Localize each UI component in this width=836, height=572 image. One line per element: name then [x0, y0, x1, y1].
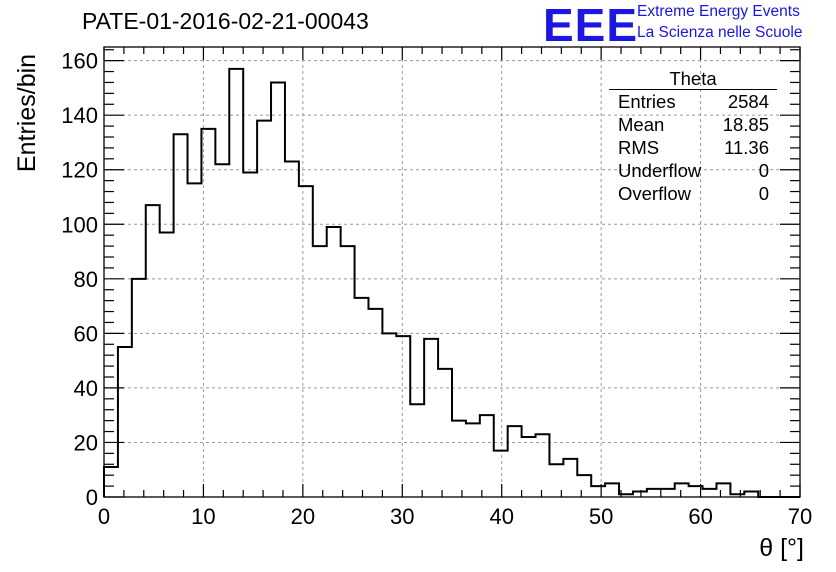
x-tick-label: 30 [390, 504, 414, 529]
histogram-bin [466, 423, 480, 497]
histogram-bin [396, 336, 410, 497]
x-tick-label: 20 [291, 504, 315, 529]
histogram-bin [703, 489, 717, 497]
y-tick-label: 20 [74, 430, 98, 455]
histogram-bin [327, 227, 341, 497]
x-tick-label: 10 [191, 504, 215, 529]
stats-value: 0 [758, 183, 769, 204]
histogram-bin [257, 121, 271, 497]
histogram-bin [132, 279, 146, 497]
histogram-bin [605, 483, 619, 497]
stats-row-entries: Entries 2584 [609, 90, 777, 113]
histogram-bin [118, 347, 132, 497]
y-tick-label: 0 [86, 485, 98, 510]
y-tick-label: 80 [74, 267, 98, 292]
histogram-bin [410, 404, 424, 497]
y-tick-label: 60 [74, 321, 98, 346]
x-tick-label: 70 [788, 504, 812, 529]
histogram-bin [215, 164, 229, 497]
histogram-bin [675, 483, 689, 497]
x-tick-label: 0 [98, 504, 110, 529]
histogram-bin [716, 483, 730, 497]
stats-row-rms: RMS 11.36 [609, 136, 777, 159]
y-tick-label: 100 [61, 212, 98, 237]
plot-frame [103, 46, 801, 498]
x-tick-label: 50 [589, 504, 613, 529]
histogram-bin [494, 451, 508, 497]
histogram-outline [103, 67, 800, 498]
histogram-bin [104, 467, 118, 497]
histogram-bin [577, 475, 591, 497]
stats-label: Mean [618, 114, 665, 135]
histogram-bin [243, 172, 257, 497]
x-axis-label: θ [°] [759, 534, 804, 562]
histogram-bin [341, 246, 355, 497]
stats-title: Theta [609, 68, 777, 90]
stats-row-mean: Mean 18.85 [609, 113, 777, 136]
stats-row-overflow: Overflow 0 [609, 182, 777, 205]
y-tick-label: 140 [61, 103, 98, 128]
x-tick-label: 40 [489, 504, 513, 529]
histogram-bin [508, 426, 522, 497]
y-tick-label: 40 [74, 376, 98, 401]
chart-title: PATE-01-2016-02-21-00043 [82, 8, 369, 34]
histogram-bin [285, 162, 299, 497]
histogram-bin [563, 459, 577, 497]
histogram-bin [452, 421, 466, 497]
stats-value: 0 [758, 160, 769, 181]
histogram-bin [229, 69, 243, 497]
histogram-bin [271, 82, 285, 497]
x-tick-label: 60 [688, 504, 712, 529]
histogram-bin [661, 489, 675, 497]
stats-label: Entries [618, 91, 676, 112]
stats-label: Overflow [618, 183, 691, 204]
histogram-bin [480, 415, 494, 497]
logo-line-2: La Scienza nelle Scuole [637, 24, 803, 41]
stats-row-underflow: Underflow 0 [609, 159, 777, 182]
y-axis-label: Entries/bin [13, 53, 41, 173]
histogram-bin [160, 232, 174, 497]
histogram-bin [299, 186, 313, 497]
eee-logo: EEE [543, 0, 639, 51]
y-tick-label: 160 [61, 49, 98, 74]
histogram-bin [536, 434, 550, 497]
logo-line-1: Extreme Energy Events [637, 3, 800, 20]
histogram-bin [382, 333, 396, 497]
histogram-bin [188, 183, 202, 497]
histogram-bin [174, 134, 188, 497]
histogram-bin [522, 437, 536, 497]
histogram-bin [368, 309, 382, 497]
histogram-bin [146, 205, 160, 497]
y-tick-label: 120 [61, 158, 98, 183]
histogram-bin [355, 298, 369, 497]
histogram-bin [313, 246, 327, 497]
stats-value: 18.85 [722, 114, 769, 135]
stats-label: RMS [618, 137, 660, 158]
stats-value: 2584 [727, 91, 769, 112]
stats-box: Theta Entries 2584 Mean 18.85 RMS 11.36 … [609, 68, 777, 205]
stats-label: Underflow [618, 160, 702, 181]
histogram-bin [424, 339, 438, 497]
histogram-bin [591, 486, 605, 497]
histogram-bin [647, 489, 661, 497]
stats-value: 11.36 [724, 137, 769, 158]
